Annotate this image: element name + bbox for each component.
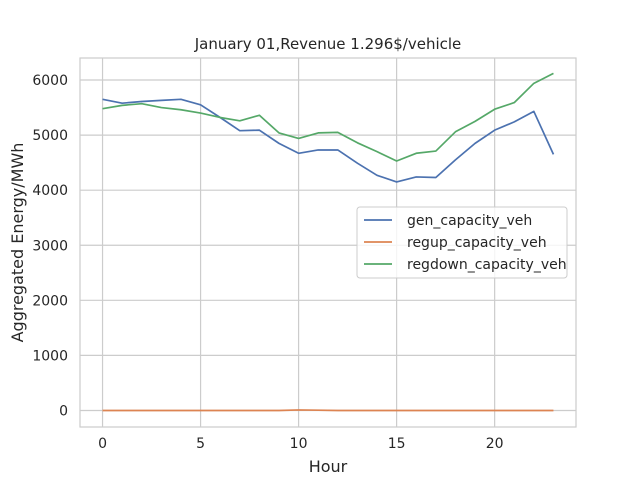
x-tick-label: 5 [196, 436, 205, 452]
y-tick-label: 4000 [32, 183, 68, 199]
y-tick-label: 5000 [32, 128, 68, 144]
x-tick-label: 10 [290, 436, 308, 452]
series-line-gen_capacity_veh [102, 98, 555, 183]
legend-label: regdown_capacity_veh [407, 257, 567, 273]
y-tick-label: 2000 [32, 293, 68, 309]
y-tick-label: 0 [59, 403, 68, 419]
series-line-regdown_capacity_veh [102, 72, 554, 162]
x-tick-label: 0 [98, 436, 107, 452]
y-tick-label: 6000 [32, 73, 68, 89]
grid [80, 58, 576, 427]
x-axis-label: Hour [309, 457, 348, 476]
legend-box [356, 206, 568, 279]
legend-label: gen_capacity_veh [407, 213, 532, 229]
series-line-regup_capacity_veh [102, 409, 554, 412]
y-axis-label: Aggregated Energy/MWh [8, 143, 27, 343]
plot-frame [79, 57, 577, 428]
legend: gen_capacity_veh regup_capacity_vehregdow… [356, 206, 568, 279]
legend-label: regup_capacity_veh [407, 235, 547, 251]
chart-title: January 01,Revenue 1.296$/vehicle [194, 35, 462, 53]
x-tick-label: 15 [388, 436, 406, 452]
x-tick-label: 20 [486, 436, 504, 452]
y-tick-label: 3000 [32, 238, 68, 254]
series-lines [102, 72, 555, 412]
tick-labels: 0 5 10 15 20 0 1000 2000 3000 4000 5000 6000 [32, 73, 503, 452]
y-tick-label: 1000 [32, 348, 68, 364]
